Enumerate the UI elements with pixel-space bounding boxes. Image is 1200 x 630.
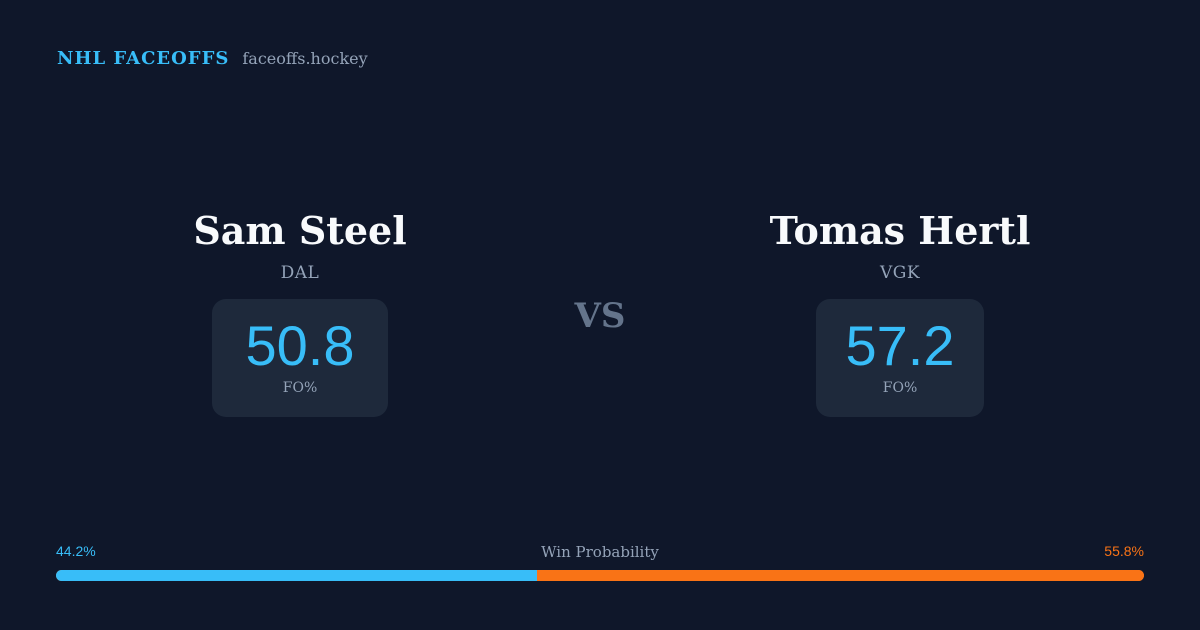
left-player-name: Sam Steel — [193, 208, 407, 253]
right-player-faceoff-percentage: 57.2 — [845, 314, 955, 377]
right-player-panel: Tomas Hertl VGK 57.2 FO% — [680, 205, 1120, 417]
win-probability-title: Win Probability — [541, 543, 659, 561]
left-player-faceoff-percentage: 50.8 — [245, 314, 355, 377]
right-player-stat-card: 57.2 FO% — [816, 299, 984, 417]
left-player-stat-label: FO% — [282, 380, 318, 396]
left-player-panel: Sam Steel DAL 50.8 FO% — [80, 205, 520, 417]
right-player-team: VGK — [879, 263, 921, 283]
brand-domain: faceoffs.hockey — [242, 49, 368, 68]
brand-name: NHL FACEOFFS — [57, 48, 230, 69]
right-player-name: Tomas Hertl — [769, 208, 1031, 253]
win-probability-bar — [56, 570, 1144, 581]
left-player-team: DAL — [280, 263, 320, 283]
win-probability-labels: 44.2% Win Probability 55.8% — [56, 543, 1144, 563]
left-win-probability: 44.2% — [56, 543, 96, 559]
right-win-probability: 55.8% — [1104, 543, 1144, 559]
brand-header: NHL FACEOFFS faceoffs.hockey — [57, 48, 368, 69]
left-player-stat-card: 50.8 FO% — [212, 299, 388, 417]
versus-label: VS — [574, 296, 626, 336]
right-win-probability-fill — [536, 570, 1144, 581]
right-player-stat-label: FO% — [882, 380, 918, 396]
left-win-probability-fill — [56, 570, 537, 581]
